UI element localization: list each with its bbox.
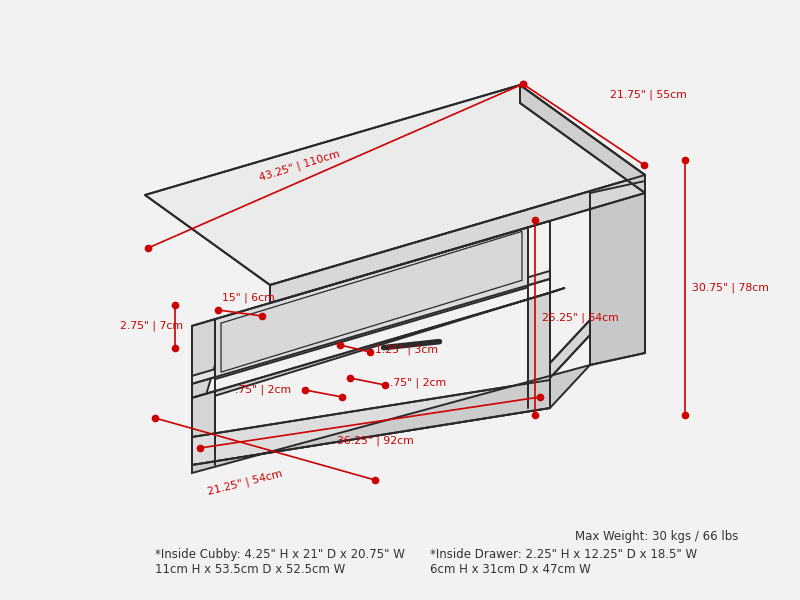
Text: .75" | 2cm: .75" | 2cm	[390, 378, 446, 388]
Text: 15" | 6cm: 15" | 6cm	[222, 292, 274, 303]
Text: 11cm H x 53.5cm D x 52.5cm W: 11cm H x 53.5cm D x 52.5cm W	[155, 563, 346, 576]
Text: 30.75" | 78cm: 30.75" | 78cm	[692, 283, 769, 293]
Text: 6cm H x 31cm D x 47cm W: 6cm H x 31cm D x 47cm W	[430, 563, 590, 576]
Text: *Inside Cubby: 4.25" H x 21" D x 20.75" W: *Inside Cubby: 4.25" H x 21" D x 20.75" …	[155, 548, 405, 561]
Polygon shape	[192, 319, 215, 442]
Polygon shape	[550, 320, 590, 378]
Text: 21.25" | 54cm: 21.25" | 54cm	[206, 468, 283, 497]
Text: 2.75" | 7cm: 2.75" | 7cm	[120, 321, 183, 331]
Polygon shape	[192, 365, 590, 473]
Polygon shape	[221, 232, 522, 372]
Polygon shape	[192, 391, 215, 465]
Polygon shape	[270, 175, 645, 303]
Text: *Inside Drawer: 2.25" H x 12.25" D x 18.5" W: *Inside Drawer: 2.25" H x 12.25" D x 18.…	[430, 548, 697, 561]
Text: Max Weight: 30 kgs / 66 lbs: Max Weight: 30 kgs / 66 lbs	[575, 530, 738, 543]
Text: 25.25" | 64cm: 25.25" | 64cm	[542, 313, 618, 323]
Polygon shape	[192, 380, 550, 465]
Text: 1.25" | 3cm: 1.25" | 3cm	[375, 345, 438, 355]
Polygon shape	[192, 288, 565, 403]
Polygon shape	[215, 227, 528, 379]
Text: 36.25" | 92cm: 36.25" | 92cm	[337, 435, 414, 445]
Text: 21.75" | 55cm: 21.75" | 55cm	[610, 89, 686, 100]
Polygon shape	[520, 85, 645, 193]
Polygon shape	[528, 293, 550, 408]
Polygon shape	[192, 271, 550, 384]
Polygon shape	[590, 181, 645, 365]
Text: .75" | 2cm: .75" | 2cm	[235, 385, 291, 395]
Polygon shape	[145, 85, 645, 285]
Text: 43.25" | 110cm: 43.25" | 110cm	[258, 148, 342, 183]
